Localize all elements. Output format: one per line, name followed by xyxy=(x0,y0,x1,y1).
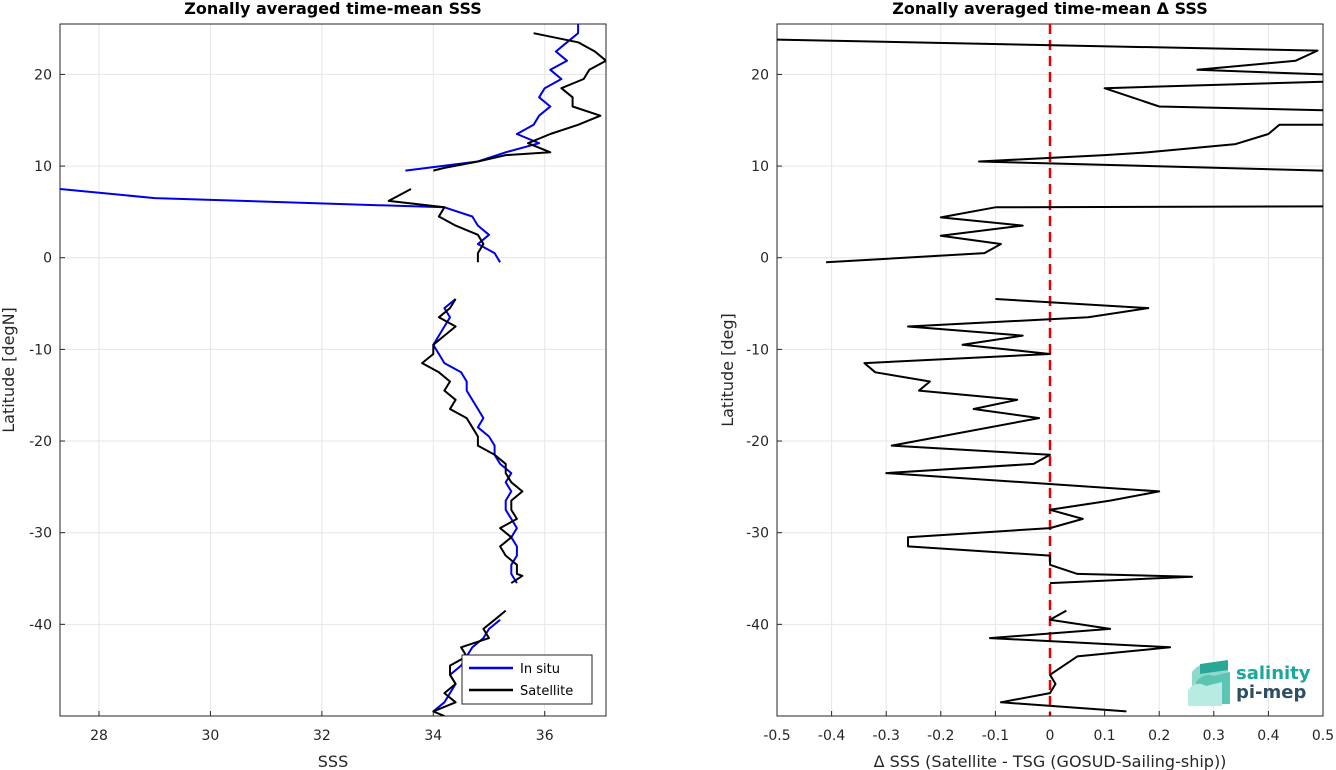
right-chart-title: Zonally averaged time-mean Δ SSS xyxy=(892,0,1208,18)
left-y-tick-label: 10 xyxy=(34,159,52,175)
right-series-line-series xyxy=(777,38,1323,76)
legend: In situ Satellite xyxy=(461,654,593,705)
right-grid xyxy=(776,24,1324,716)
left-x-tick-label: 30 xyxy=(202,728,220,744)
right-x-tick-label: 0.1 xyxy=(1093,728,1115,744)
left-y-tick-label: 0 xyxy=(43,251,52,267)
right-y-tick-label: 10 xyxy=(751,159,769,175)
right-series-line-series xyxy=(863,298,1193,585)
right-series-line-series xyxy=(978,123,1323,172)
left-series-line-in-situ xyxy=(405,24,580,172)
left-axes-frame xyxy=(59,23,607,717)
left-chart-panel: 28 30 32 34 36 20 10 0 -10 -20 -30 -40 Zonally aver… xyxy=(0,0,607,770)
left-tick-labels: 28 30 32 34 36 20 10 0 -10 -20 -30 -40 xyxy=(29,67,554,744)
left-y-tick-label: -40 xyxy=(29,617,52,633)
right-x-tick-label: 0 xyxy=(1046,728,1055,744)
right-series-line-series xyxy=(988,609,1172,713)
right-x-tick-label: 0.4 xyxy=(1257,728,1279,744)
right-series-line-series xyxy=(1103,80,1323,112)
left-series-line-satellite xyxy=(433,32,606,172)
right-x-axis-label: Δ SSS (Satellite - TSG (GOSUD-Sailing-sh… xyxy=(874,752,1227,770)
right-y-tick-label: 0 xyxy=(760,251,769,267)
legend-label-satellite: Satellite xyxy=(520,684,573,699)
left-series-line-in-situ xyxy=(60,188,501,263)
left-chart-title: Zonally averaged time-mean SSS xyxy=(184,0,482,18)
left-x-tick-label: 28 xyxy=(90,728,108,744)
right-x-tick-label: -0.1 xyxy=(982,728,1009,744)
left-y-tick-label: -20 xyxy=(29,434,52,450)
right-x-tick-label: 0.3 xyxy=(1203,728,1225,744)
right-x-tick-label: 0.5 xyxy=(1312,728,1334,744)
right-y-axis-label: Latitude [deg] xyxy=(718,313,737,427)
right-series-group xyxy=(777,38,1323,713)
right-tick-labels: -0.5 -0.4 -0.3 -0.2 -0.1 0 0.1 0.2 0.3 0.4 0.5 20 10… xyxy=(746,67,1334,744)
right-x-tick-label: -0.4 xyxy=(818,728,845,744)
left-series-line-satellite xyxy=(387,188,485,263)
right-y-tick-label: 20 xyxy=(751,67,769,83)
left-series-line-satellite xyxy=(421,298,524,584)
right-y-tick-label: -30 xyxy=(746,526,769,542)
logo-text-pi-mep: pi-mep xyxy=(1236,682,1306,703)
left-grid xyxy=(60,24,606,716)
right-y-tick-label: -10 xyxy=(746,342,769,358)
left-x-tick-label: 34 xyxy=(424,728,442,744)
left-y-tick-label: 20 xyxy=(34,67,52,83)
legend-box xyxy=(461,654,593,705)
left-y-tick-label: -10 xyxy=(29,342,52,358)
salinity-pi-mep-logo: salinity pi-mep xyxy=(1188,660,1311,706)
left-y-tick-label: -30 xyxy=(29,526,52,542)
right-x-tick-label: -0.2 xyxy=(927,728,954,744)
left-x-tick-label: 32 xyxy=(313,728,331,744)
right-x-tick-label: 0.2 xyxy=(1148,728,1170,744)
left-series-line-satellite xyxy=(432,609,507,716)
wave-logo-icon xyxy=(1188,660,1230,706)
legend-label-in-situ: In situ xyxy=(520,662,560,677)
right-y-tick-label: -40 xyxy=(746,617,769,633)
left-series-group xyxy=(60,24,606,716)
right-y-tick-label: -20 xyxy=(746,434,769,450)
left-x-tick-label: 36 xyxy=(536,728,554,744)
right-chart-panel: -0.5 -0.4 -0.3 -0.2 -0.1 0 0.1 0.2 0.3 0.4 0.5 20 10… xyxy=(718,0,1334,770)
logo-text-salinity: salinity xyxy=(1236,663,1311,684)
right-x-tick-label: -0.3 xyxy=(873,728,900,744)
right-series-line-series xyxy=(826,205,1323,264)
left-x-axis-label: SSS xyxy=(318,752,348,770)
left-y-axis-label: Latitude [degN] xyxy=(0,307,18,433)
right-x-tick-label: -0.5 xyxy=(763,728,790,744)
